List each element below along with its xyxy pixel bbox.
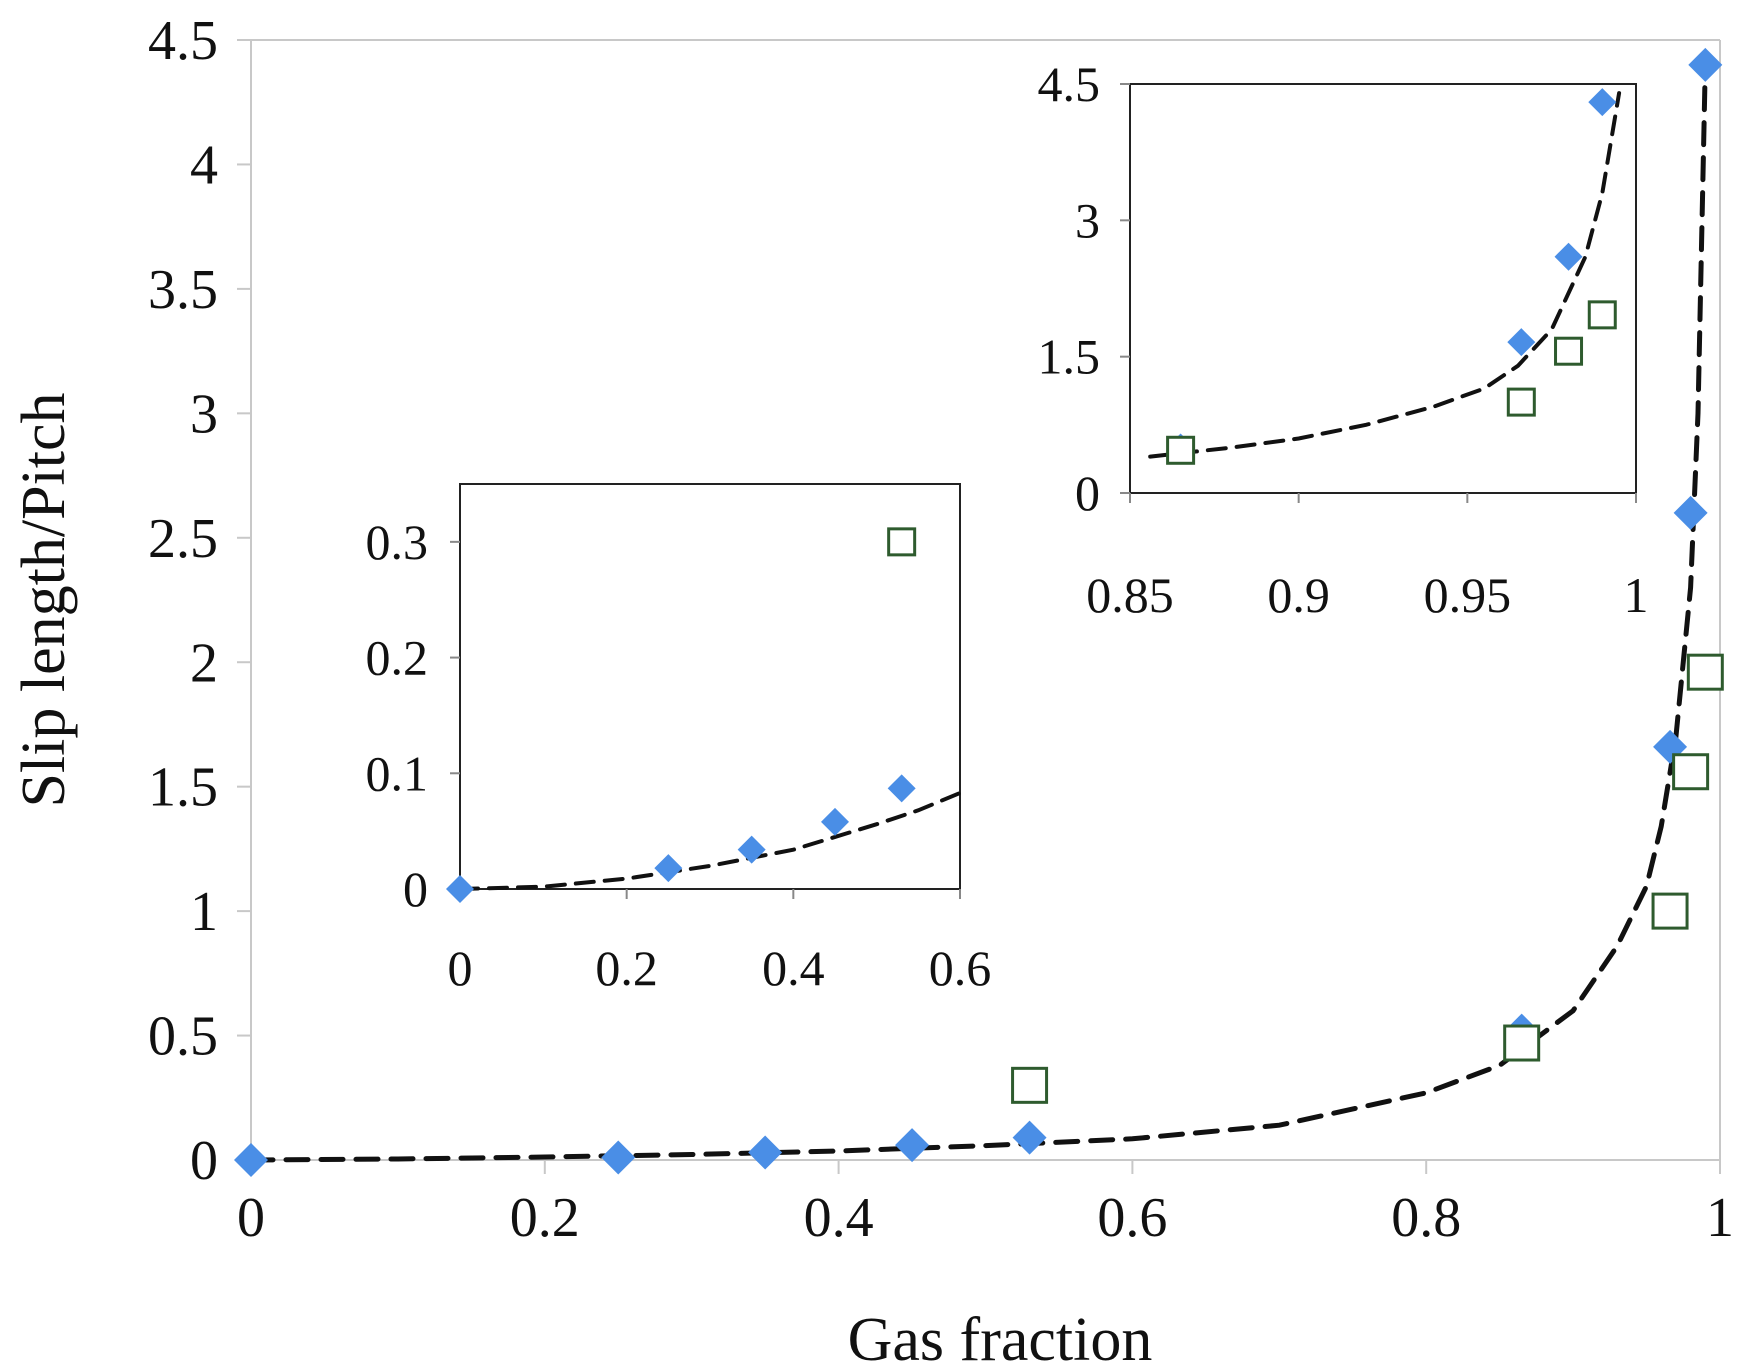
inset-high-x-tick-label-0-85: 0.85 [1086,567,1174,623]
main-x-axis-title: Gas fraction [848,1306,1153,1369]
main-square-point-2 [1651,892,1689,930]
inset-high-y-tick-label-4-5: 4.5 [1038,56,1101,112]
main-diamond-point-7 [1673,495,1708,530]
inset-high-data-points [1166,88,1617,465]
main-x-tick-label-0-6: 0.6 [1097,1187,1167,1249]
inset-high-diamond-point-3 [1588,88,1617,117]
main-y-tick-label-1: 1 [190,881,218,943]
inset-low-diamond-point-0 [446,875,474,903]
main-x-tick-label-1: 1 [1706,1187,1734,1249]
main-x-tick-label-0-4: 0.4 [804,1187,874,1249]
main-y-tick-label-4-5: 4.5 [148,10,218,72]
inset-high-square-point-2 [1554,336,1584,366]
main-square-point-3 [1672,753,1710,791]
main-diamond-point-3 [895,1128,930,1163]
main-y-tick-label-1-5: 1.5 [148,757,218,819]
inset-high-x-tick-label-0-9: 0.9 [1267,567,1330,623]
inset-low-diamond-point-3 [821,807,849,836]
main-y-tick-label-4: 4 [190,134,218,196]
inset-high-x-tick-label-0-95: 0.95 [1424,567,1512,623]
main-x-tick-label-0-8: 0.8 [1391,1187,1461,1249]
inset-high-y-tick-label-1-5: 1.5 [1038,329,1101,385]
inset-high-y-tick-labels: 0 1.5 3 4.5 [1038,56,1130,521]
main-y-tick-label-0: 0 [190,1130,218,1192]
main-square-point-0 [1011,1066,1049,1104]
inset-low-diamond-point-4 [887,774,916,803]
inset-high-square-point-1 [1506,387,1536,417]
inset-high-y-tick-label-3: 3 [1075,192,1100,248]
main-diamond-point-1 [601,1140,636,1175]
main-x-tick-labels: 0 0.2 0.4 0.6 0.8 1 [237,1160,1734,1249]
inset-low-diamond-point-1 [654,854,683,883]
main-y-tick-labels: 0 0.5 1 1.5 2 2.5 3 3.5 4 4.5 [148,10,251,1192]
main-y-tick-label-2: 2 [190,632,218,694]
main-y-tick-label-0-5: 0.5 [148,1006,218,1068]
inset-high-x-tick-label-1: 1 [1624,567,1649,623]
inset-low-x-tick-labels: 0 0.2 0.4 0.6 [448,889,992,996]
inset-low-y-tick-label-0-3: 0.3 [366,514,429,570]
main-diamond-point-4 [1012,1120,1047,1155]
inset-low-x-tick-label-0: 0 [448,940,473,996]
inset-low-square-point-0 [887,527,917,557]
inset-high-diamond-point-1 [1507,328,1536,357]
inset-high-diamond-point-2 [1554,242,1583,271]
inset-low-y-tick-label-0: 0 [403,861,428,917]
inset-high-fit-line [1148,91,1622,459]
main-square-point-4 [1686,653,1724,691]
inset-high-x-tick-labels: 0.85 0.9 0.95 1 [1086,493,1649,623]
inset-high-frame [1129,83,1637,494]
inset-high-fit-curve [1148,91,1622,459]
inset-low-x-tick-label-0-6: 0.6 [929,940,992,996]
main-diamond-point-0 [234,1143,268,1177]
main-x-tick-label-0-2: 0.2 [510,1187,580,1249]
main-plot: 0 0.5 1 1.5 2 2.5 3 3.5 4 4.5 0 0.2 0.4 0.6 0.8 1 Gas … [10,10,1734,1369]
main-x-tick-label-0: 0 [237,1187,265,1249]
main-diamond-point-2 [748,1135,783,1170]
main-y-tick-label-3: 3 [190,383,218,445]
inset-low-frame [459,483,961,890]
main-data-points [234,47,1724,1177]
inset-low-data-points [446,527,917,903]
inset-low-x-tick-label-0-4: 0.4 [762,940,825,996]
inset-low-x-tick-label-0-2: 0.2 [595,940,658,996]
inset-low-y-tick-label-0-1: 0.1 [366,745,429,801]
inset-low-y-tick-labels: 0 0.1 0.2 0.3 [366,514,460,917]
main-square-point-1 [1503,1024,1541,1062]
inset-high-square-point-3 [1587,300,1617,330]
inset-high-square-point-0 [1166,435,1196,465]
main-y-axis-title: Slip length/Pitch [10,392,78,807]
inset-high-plot: 0 1.5 3 4.5 0.85 0.9 0.95 1 [1038,56,1649,623]
inset-high-y-tick-label-0: 0 [1075,465,1100,521]
main-y-tick-label-2-5: 2.5 [148,508,218,570]
main-y-tick-label-3-5: 3.5 [148,259,218,321]
inset-low-plot: 0 0.1 0.2 0.3 0 0.2 0.4 0.6 [366,483,992,996]
inset-low-diamond-point-2 [737,835,766,864]
inset-low-y-tick-label-0-2: 0.2 [366,630,429,686]
main-diamond-point-8 [1688,47,1723,82]
